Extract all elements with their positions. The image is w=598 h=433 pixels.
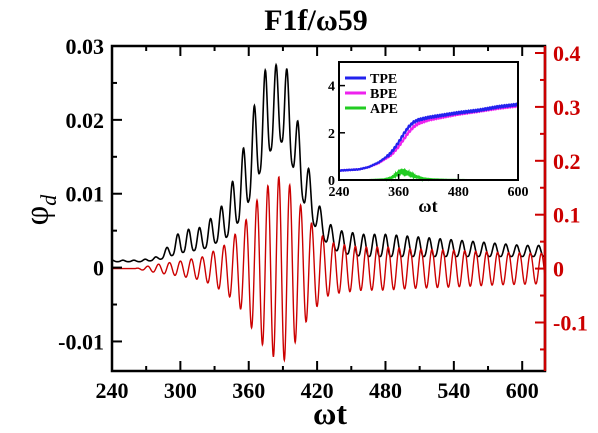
x-tick-label: 540 [437,378,470,403]
y-right-tick-label: -0.1 [553,310,588,335]
y-left-tick-label: 0.03 [66,34,105,59]
y-left-tick-label: 0.01 [66,182,105,207]
inset-y-tick-label: 4 [328,80,335,95]
y-left-tick-label: 0.02 [66,108,105,133]
right-series-line [112,175,546,363]
legend-label: APE [370,102,398,117]
y-right-tick-label: 0 [553,257,564,282]
y-axis-label-symbol: φ [19,206,56,226]
inset-x-tick-label: 480 [448,185,469,200]
y-right-tick-label: 0.4 [553,41,581,66]
inset-x-tick-label: 600 [508,185,529,200]
inset-x-axis-label: ωt [418,196,437,216]
x-tick-label: 480 [369,378,402,403]
inset-y-tick-label: 0 [328,174,335,189]
y-left-tick-label: -0.01 [58,329,104,354]
legend-label: TPE [370,72,397,87]
legend-label: BPE [370,87,397,102]
y-right-tick-label: 0.1 [553,203,581,228]
y-right-tick-label: 0.2 [553,149,581,174]
inset-axis-ticks: 240 360 480 600 0 2 4 [328,80,529,200]
x-tick-label: 420 [301,378,334,403]
inset-x-tick-label: 360 [388,185,409,200]
x-tick-label: 240 [96,378,129,403]
y-right-tick-label: 0.3 [553,95,581,120]
main-axis-ticks: 240 300 360 420 480 540 600-0.0100.010.020.03-… [58,34,588,403]
x-axis-label: ωt [313,395,347,428]
y-axis-label-subscript: d [36,194,61,206]
left-series-line [111,62,546,263]
y-axis-label: φd [19,194,61,226]
x-tick-label: 300 [164,378,197,403]
inset-y-tick-label: 2 [328,127,335,142]
inset-x-tick-label: 240 [329,185,350,200]
main-plot-data [111,62,546,363]
y-left-tick-label: 0 [93,256,104,281]
inset-frame [338,61,519,181]
inset-tpe-line [338,102,520,172]
x-tick-label: 360 [232,378,265,403]
chart-title: F1f/ω59 [264,4,368,37]
x-tick-label: 600 [506,378,539,403]
